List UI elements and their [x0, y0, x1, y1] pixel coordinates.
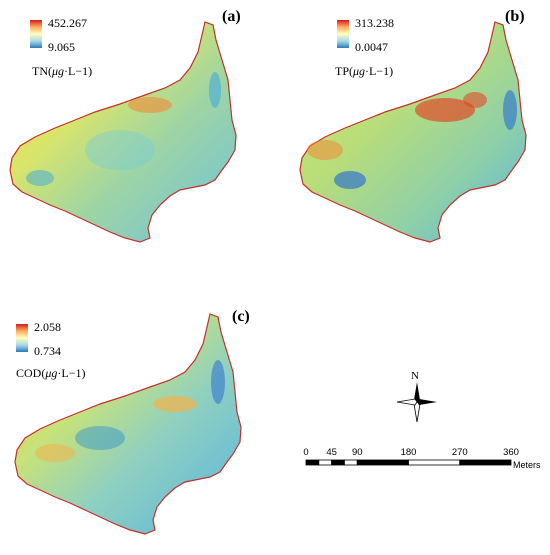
legend-title-tp: TP(μg·L−1) — [335, 64, 394, 78]
map-panel-tn: (a) 452.267 9.065 TN(μg·L−1) — [0, 0, 275, 275]
hotspot — [153, 396, 197, 412]
hotspot — [209, 72, 221, 108]
tp-lake-map — [299, 21, 527, 243]
map-panel-cod: (c) 2.058 0.734 COD(μg·L−1) — [0, 278, 275, 555]
map-panel-tp: (b) 313.238 0.0047 TP(μg·L−1) — [275, 0, 550, 275]
scale-bar-graphic — [305, 459, 512, 466]
scale-tick-label: 360 — [503, 447, 519, 458]
scale-tick-label: 45 — [326, 447, 337, 458]
legend-max-value: 452.267 — [48, 16, 87, 30]
lake-shape — [14, 313, 242, 535]
hotspot — [128, 97, 172, 113]
cod-lake-map — [14, 313, 242, 535]
legend-min-value: 0.0047 — [355, 40, 388, 54]
scale-tick-label: 90 — [351, 447, 363, 458]
legend-min-value: 0.734 — [34, 344, 61, 358]
lake-shape — [299, 21, 527, 243]
scale-tick-label: 270 — [451, 447, 468, 458]
hotspot — [35, 444, 75, 462]
legend-min-value: 9.065 — [48, 40, 75, 54]
north-arrow-icon — [396, 382, 437, 423]
scale-bar-segment — [344, 459, 358, 466]
legend-color-ramp — [337, 20, 349, 48]
hotspot — [211, 360, 225, 404]
panel-label-b: (b) — [505, 8, 525, 25]
hotspot — [503, 90, 517, 130]
scale-tick-label: 0 — [303, 447, 309, 458]
hotspot — [307, 140, 343, 160]
hotspot — [26, 170, 54, 186]
scale-bar-segment — [331, 459, 345, 466]
scale-bar-segment — [318, 459, 333, 466]
panel-label-c: (c) — [232, 308, 250, 325]
scale-unit: Meters — [513, 460, 541, 470]
scale-bar-segment — [459, 459, 512, 466]
tn-lake-map — [9, 21, 237, 243]
hotspot — [415, 98, 475, 122]
scale-tick-label: 180 — [400, 447, 417, 458]
legend-max-value: 313.238 — [355, 16, 394, 30]
scale-bar-segment — [408, 459, 461, 466]
hotspot — [75, 426, 125, 450]
legend-max-value: 2.058 — [34, 320, 61, 334]
legend-color-ramp — [30, 20, 42, 48]
panel-label-a: (a) — [222, 8, 241, 25]
scale-bar-segment — [356, 459, 409, 466]
hotspot — [85, 130, 155, 170]
hotspot — [463, 92, 487, 108]
legend-title-cod: COD(μg·L−1) — [16, 366, 86, 380]
legend-title-tn: TN(μg·L−1) — [32, 64, 93, 78]
scale-bar: 0 45 90 180 270 360 Meters — [300, 447, 545, 472]
scale-bar-segment — [305, 459, 320, 466]
legend-color-ramp — [16, 324, 28, 352]
lake-shape — [9, 21, 237, 243]
hotspot — [334, 171, 366, 189]
north-arrow-label: N — [411, 370, 419, 382]
